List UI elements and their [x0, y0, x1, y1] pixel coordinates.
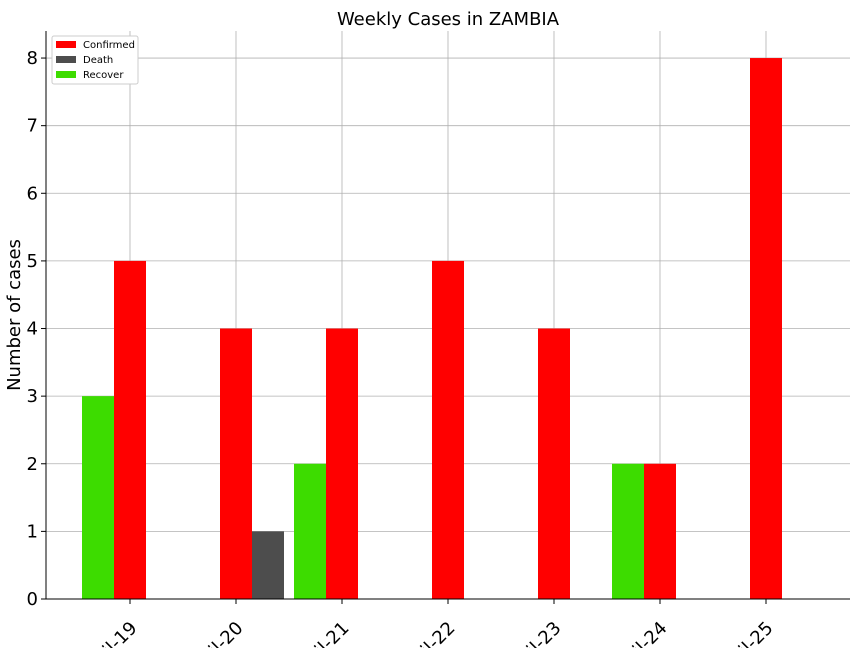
legend-swatch-confirmed — [56, 41, 76, 48]
legend-label-death: Death — [83, 55, 113, 66]
bar-confirmed — [538, 328, 570, 599]
bar-confirmed — [220, 328, 252, 599]
x-tick-label: April-22 — [395, 618, 460, 648]
y-tick-label: 5 — [27, 251, 38, 272]
bar-recover — [612, 463, 644, 599]
bar-death — [252, 531, 284, 599]
legend: Confirmed Death Recover — [51, 35, 139, 85]
legend-swatch-death — [56, 56, 76, 63]
y-tick-label: 8 — [27, 48, 38, 69]
y-tick-label: 3 — [27, 386, 38, 407]
bar-recover — [294, 463, 326, 599]
y-axis-label: Number of cases — [4, 239, 25, 391]
bar-confirmed — [114, 260, 146, 599]
y-tick-label: 7 — [27, 116, 38, 137]
chart-title: Weekly Cases in ZAMBIA — [337, 9, 560, 30]
legend-swatch-recover — [56, 71, 76, 78]
x-tick-label: April-20 — [183, 618, 248, 648]
bar-recover — [82, 396, 114, 599]
bar-confirmed — [326, 328, 358, 599]
y-tick-label: 0 — [27, 589, 38, 610]
x-tick-label: April-19 — [77, 618, 142, 648]
bar-confirmed — [750, 58, 782, 599]
y-tick-label: 1 — [27, 521, 38, 542]
bar-confirmed — [644, 463, 676, 599]
legend-label-confirmed: Confirmed — [83, 40, 135, 51]
x-tick-label: April-23 — [501, 618, 566, 648]
y-ticks: 0 1 2 3 4 5 6 7 8 — [27, 48, 46, 610]
x-ticks: April-19 April-20 April-21 April-22 April-23… — [77, 599, 778, 648]
x-tick-label: April-25 — [713, 618, 778, 648]
x-tick-label: April-24 — [607, 618, 672, 648]
y-tick-label: 4 — [27, 319, 38, 340]
bar-confirmed — [432, 260, 464, 599]
y-tick-label: 6 — [27, 183, 38, 204]
y-tick-label: 2 — [27, 454, 38, 475]
x-tick-label: April-21 — [289, 618, 354, 648]
legend-label-recover: Recover — [83, 70, 124, 81]
bars-layer — [82, 58, 782, 599]
